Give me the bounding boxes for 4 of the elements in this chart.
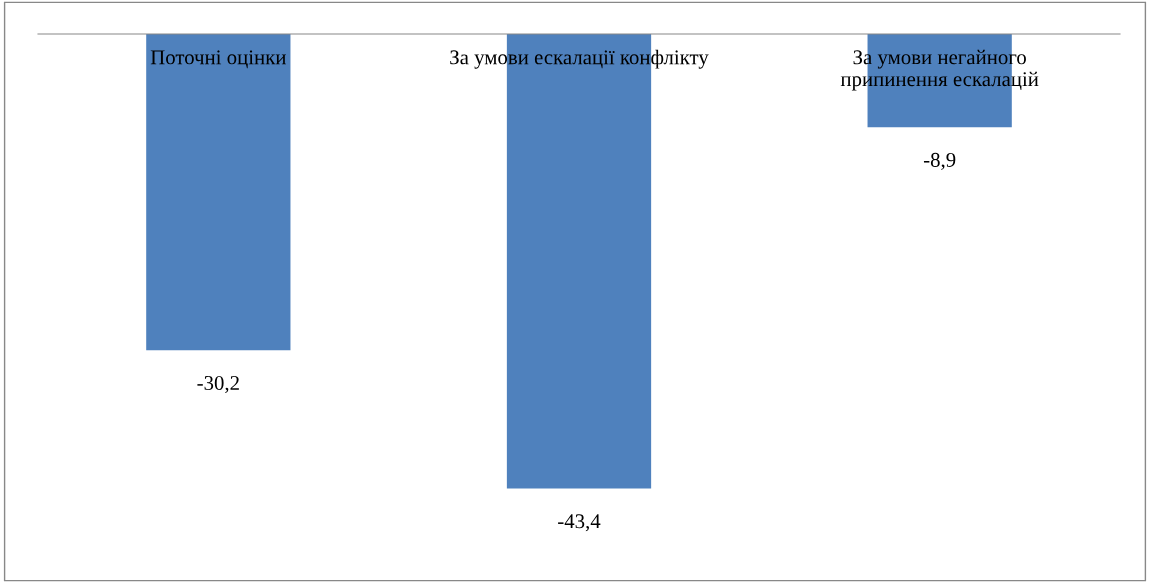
data-label: -43,4 (558, 514, 601, 532)
x-tick-label: Поточні оцінки (150, 50, 286, 69)
data-label: -30,2 (197, 375, 239, 394)
data-label: -8,9 (923, 152, 956, 170)
